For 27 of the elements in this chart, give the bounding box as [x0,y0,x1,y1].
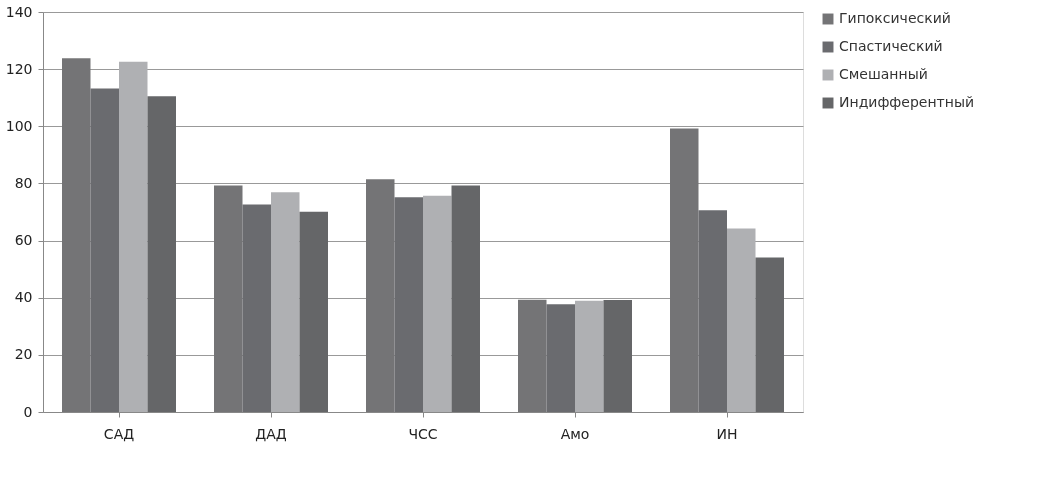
bar [299,211,328,412]
bar [271,192,300,412]
legend-label: Смешанный [839,66,928,82]
y-tick-label: 40 [14,289,33,306]
x-tick-label: САД [103,425,135,442]
legend-label: Гипоксический [839,10,951,26]
bar [603,300,632,412]
y-tick-label: 80 [14,174,33,191]
y-tick-label: 140 [5,3,33,20]
bar [575,300,604,412]
bar [727,228,756,412]
x-tick-label: ИН [716,425,738,442]
y-tick-label: 0 [23,403,33,420]
x-tick-label: ДАД [255,425,287,442]
bar [147,96,176,412]
y-tick-label: 20 [14,346,33,363]
bar [755,257,784,412]
y-tick-label: 60 [14,232,33,249]
bar [451,185,480,412]
x-tick-label: ЧСС [408,425,438,442]
legend-label: Индифферентный [839,94,975,110]
x-tick-label: Амо [560,425,590,442]
y-tick-label: 100 [5,117,33,134]
bar [423,195,452,412]
y-tick-label: 120 [5,60,33,77]
legend-label: Спастический [839,38,943,54]
bar [119,61,148,412]
